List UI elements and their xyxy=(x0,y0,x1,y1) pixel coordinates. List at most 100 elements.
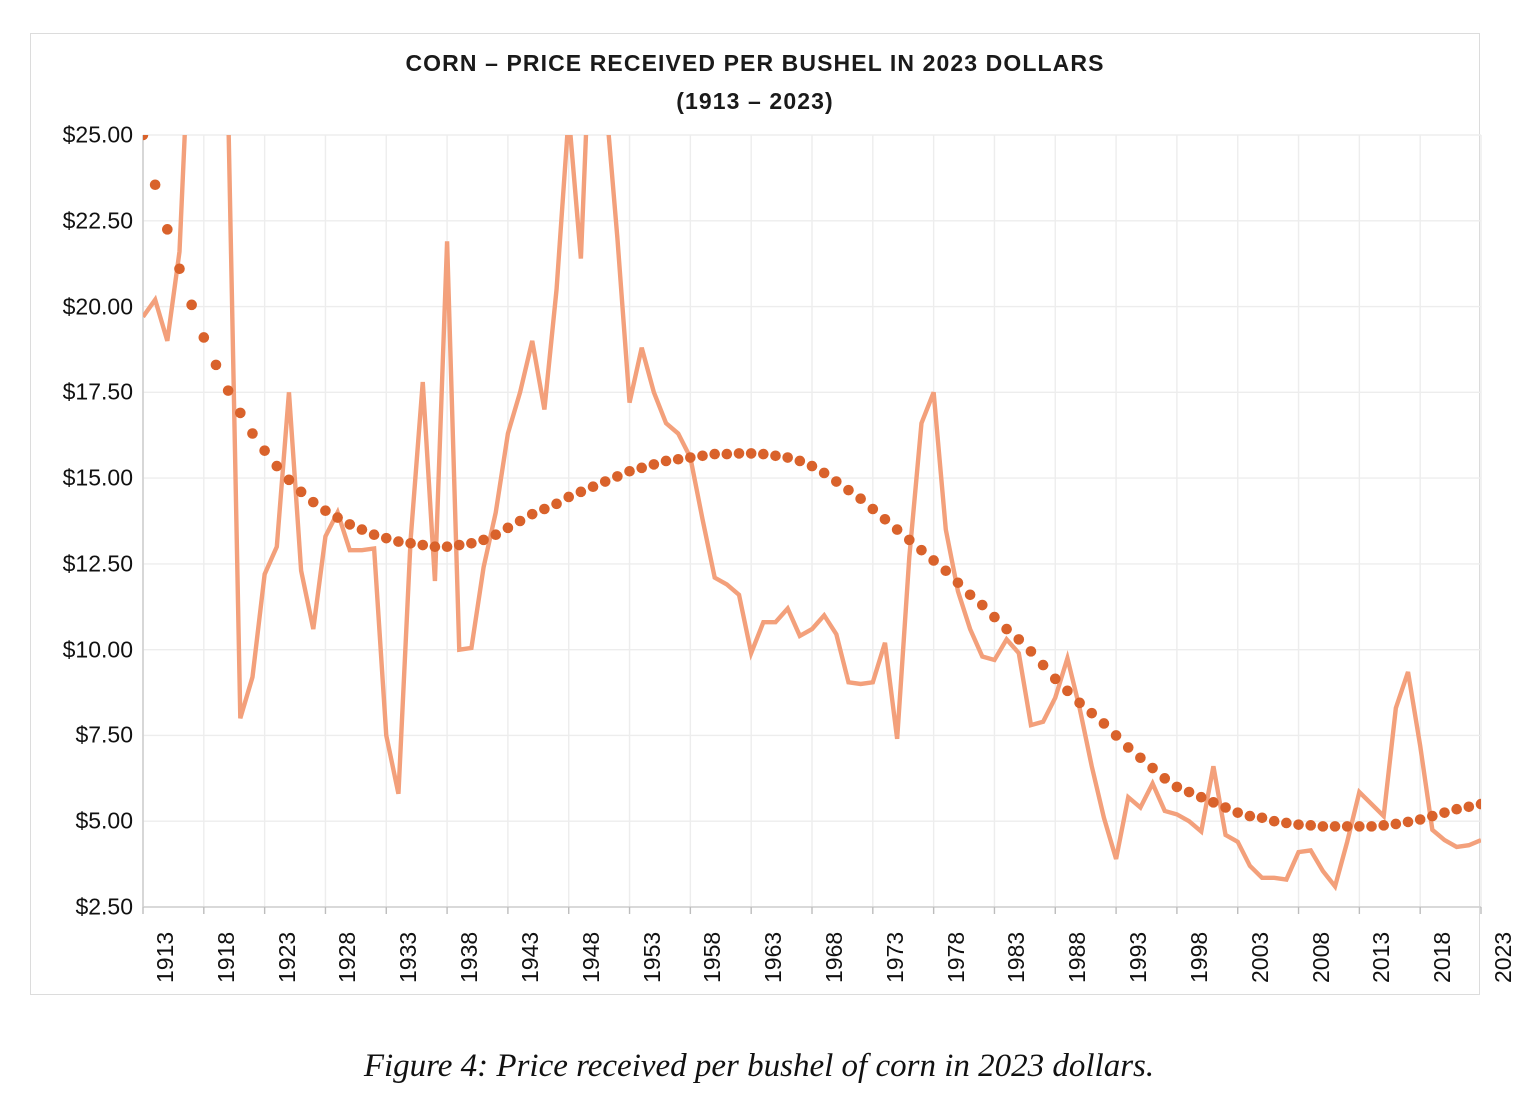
y-axis-tick-label: $20.00 xyxy=(62,293,133,320)
trend-dot xyxy=(1135,752,1146,764)
trend-dot xyxy=(356,524,368,535)
trend-dot xyxy=(891,524,903,535)
axis-lines xyxy=(142,135,1482,914)
price-polyline xyxy=(143,135,1481,892)
chart-panel: CORN – PRICE RECEIVED PER BUSHEL IN 2023… xyxy=(30,33,1516,995)
trend-dot xyxy=(1025,646,1037,657)
trend-dot xyxy=(1208,797,1219,808)
trend-dot xyxy=(1001,623,1012,635)
trend-dot xyxy=(1329,821,1341,832)
trend-dot xyxy=(1062,685,1073,697)
trend-dot xyxy=(989,611,1000,623)
trend-dot xyxy=(1366,821,1377,832)
trend-dot xyxy=(928,555,939,566)
figure-caption: Figure 4: Price received per bushel of c… xyxy=(363,1048,1155,1084)
trend-dot xyxy=(1378,820,1389,831)
plot-area xyxy=(142,134,1482,914)
trend-dot xyxy=(332,512,343,523)
x-axis-tick-label: 1923 xyxy=(273,931,300,983)
x-axis-tick-label: 1963 xyxy=(760,931,787,983)
trend-dot xyxy=(222,385,234,396)
trend-dot xyxy=(1232,807,1244,818)
trend-dot xyxy=(1451,803,1462,815)
trend-dot xyxy=(344,519,356,530)
trend-dot xyxy=(490,529,502,541)
trend-dot xyxy=(1402,816,1414,828)
x-axis-tick-label: 1978 xyxy=(942,931,969,983)
trend-dot xyxy=(466,538,477,549)
trend-dot xyxy=(806,460,818,472)
y-axis-tick-label: $17.50 xyxy=(62,378,133,405)
trend-dotted-series xyxy=(143,135,1481,832)
trend-dot xyxy=(855,493,866,505)
trend-dot xyxy=(198,332,210,343)
x-axis-tick-label: 2013 xyxy=(1368,931,1395,983)
trend-dot xyxy=(368,529,380,541)
trend-dot xyxy=(453,539,465,551)
trend-dot xyxy=(599,476,611,487)
x-axis-tick-label: 1958 xyxy=(699,931,726,983)
trend-dot xyxy=(478,534,489,546)
trend-dot xyxy=(1147,762,1158,774)
trend-dot xyxy=(441,541,453,553)
trend-dot xyxy=(1244,810,1256,822)
trend-dot xyxy=(393,536,404,547)
trend-dot xyxy=(283,474,295,486)
trend-dot xyxy=(758,448,769,460)
x-axis-tick-label: 2003 xyxy=(1246,931,1273,983)
trend-dot xyxy=(1122,742,1134,753)
trend-dot xyxy=(1281,817,1292,829)
y-axis-tick-label: $12.50 xyxy=(62,550,133,577)
trend-dot xyxy=(782,452,793,463)
gridlines xyxy=(142,134,1482,908)
trend-dot xyxy=(1414,814,1426,825)
trend-dot xyxy=(1159,773,1171,784)
chart-subtitle: (1913 – 2023) xyxy=(676,88,834,114)
trend-dot xyxy=(745,448,757,459)
x-axis-tick-label: 1953 xyxy=(638,931,665,983)
x-axis-tick-label: 1913 xyxy=(152,931,178,983)
trend-dot xyxy=(794,455,806,467)
trend-dot xyxy=(514,515,526,527)
x-axis-tick-label: 1983 xyxy=(1003,931,1030,983)
trend-dot xyxy=(307,496,319,508)
trend-dot xyxy=(624,465,635,477)
trend-dot xyxy=(539,503,550,515)
trend-dot xyxy=(1317,821,1329,832)
x-axis-tick-label: 1938 xyxy=(456,931,483,983)
trend-dot xyxy=(612,471,623,482)
trend-dot xyxy=(320,505,331,517)
trend-dot xyxy=(259,445,270,456)
trend-dot xyxy=(636,462,648,474)
x-axis-tick-label: 1973 xyxy=(881,931,908,983)
trend-dot xyxy=(429,541,441,553)
price-line-series xyxy=(143,135,1481,892)
trend-dot xyxy=(709,448,720,460)
y-axis-tick-label: $25.00 xyxy=(62,121,133,148)
trend-dot xyxy=(1293,819,1304,830)
trend-dot xyxy=(563,491,575,503)
trend-dot xyxy=(271,460,283,472)
chart-svg xyxy=(142,134,1482,914)
trend-dot xyxy=(526,508,538,520)
trend-dot xyxy=(210,359,222,371)
trend-dot xyxy=(143,135,149,141)
trend-dot xyxy=(235,407,246,419)
trend-dot xyxy=(831,476,842,487)
y-axis-tick-label: $15.00 xyxy=(62,464,133,491)
trend-dot xyxy=(1086,707,1098,719)
trend-dot xyxy=(879,513,891,525)
trend-dot xyxy=(405,538,416,549)
trend-dot xyxy=(1305,820,1317,831)
trend-dot xyxy=(697,450,708,462)
trend-dot xyxy=(502,522,514,534)
trend-dot xyxy=(1268,815,1280,827)
trend-dot xyxy=(1074,697,1085,709)
trend-dot xyxy=(1220,802,1231,813)
trend-dot xyxy=(1195,791,1207,803)
trend-dot xyxy=(916,544,927,556)
trend-dot xyxy=(417,539,429,551)
x-axis-tick-label: 1948 xyxy=(577,931,604,983)
trend-dot xyxy=(174,263,185,275)
trend-dot xyxy=(1354,821,1365,832)
